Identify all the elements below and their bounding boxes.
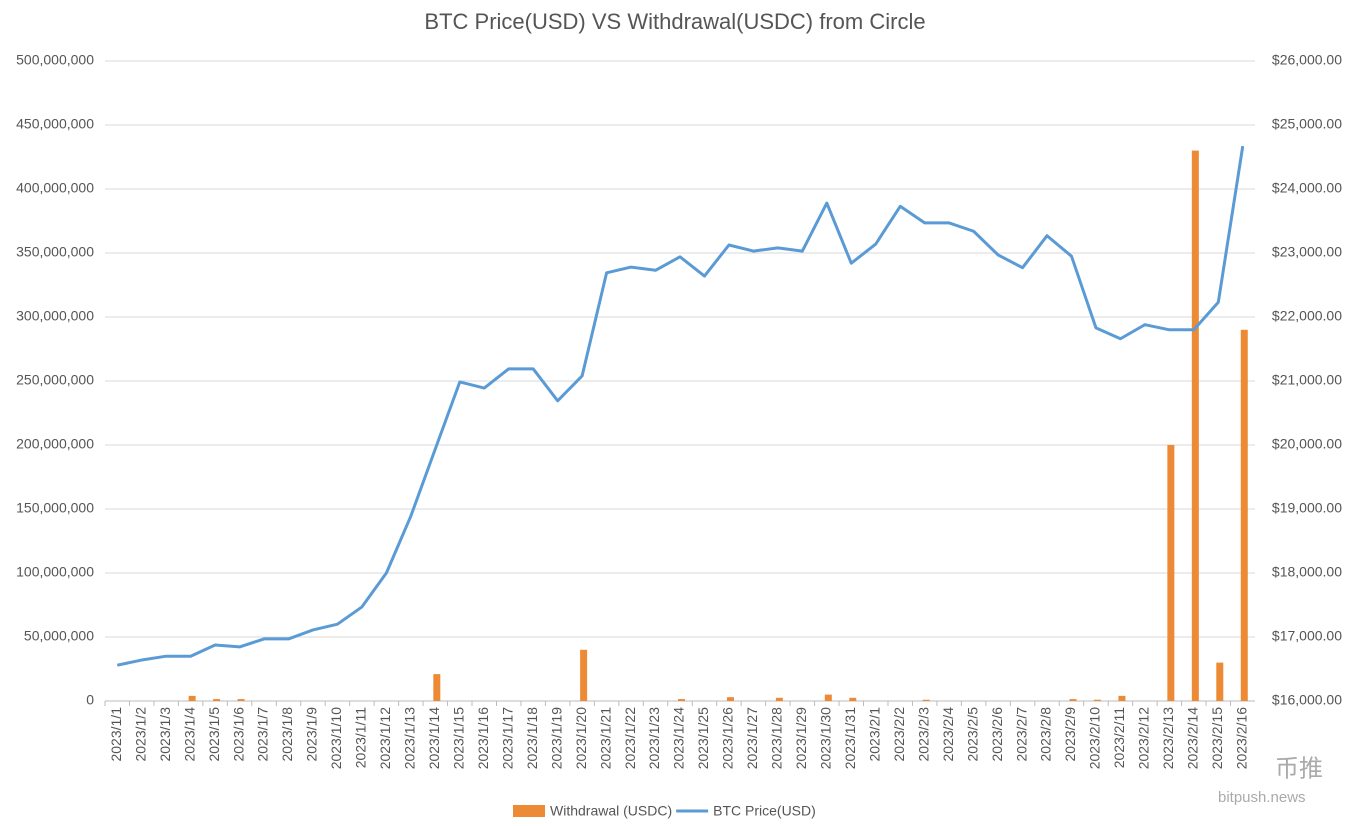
x-tick-label: 2023/2/1 bbox=[866, 707, 882, 762]
x-tick-label: 2023/2/15 bbox=[1209, 707, 1225, 769]
x-tick-label: 2023/1/15 bbox=[450, 707, 466, 769]
x-tick-label: 2023/1/25 bbox=[695, 707, 711, 769]
bar bbox=[824, 694, 832, 701]
x-tick-label: 2023/1/29 bbox=[793, 707, 809, 769]
bar bbox=[213, 699, 221, 701]
x-tick-label: 2023/1/22 bbox=[622, 707, 638, 769]
y-tick-label: 150,000,000 bbox=[16, 500, 94, 516]
y2-tick-label: $22,000.00 bbox=[1272, 308, 1342, 324]
bar bbox=[580, 649, 588, 701]
x-tick-label: 2023/1/11 bbox=[353, 707, 369, 768]
y-tick-label: 300,000,000 bbox=[16, 308, 94, 324]
x-tick-label: 2023/1/13 bbox=[402, 707, 418, 769]
bar bbox=[1093, 699, 1101, 701]
x-tick-label: 2023/1/23 bbox=[646, 707, 662, 769]
line bbox=[116, 145, 1245, 667]
x-tick-label: 2023/1/30 bbox=[818, 707, 834, 769]
x-tick-label: 2023/2/11 bbox=[1111, 707, 1127, 768]
y2-tick-label: $16,000.00 bbox=[1272, 692, 1342, 708]
bar bbox=[849, 697, 857, 701]
x-tick-label: 2023/1/16 bbox=[475, 707, 491, 769]
y2-tick-label: $25,000.00 bbox=[1272, 116, 1342, 132]
watermark-logo: 币推 bbox=[1275, 755, 1323, 782]
bar bbox=[922, 699, 930, 701]
bar bbox=[1118, 695, 1126, 701]
watermark-site: bitpush.news bbox=[1218, 789, 1306, 806]
x-tick-label: 2023/1/4 bbox=[181, 707, 197, 762]
bar bbox=[433, 674, 441, 701]
x-tick-label: 2023/1/1 bbox=[108, 707, 124, 762]
x-tick-label: 2023/2/12 bbox=[1136, 707, 1152, 769]
y2-tick-label: $17,000.00 bbox=[1272, 628, 1342, 644]
y-tick-label: 200,000,000 bbox=[16, 436, 94, 452]
x-tick-label: 2023/1/17 bbox=[499, 707, 515, 769]
x-tick-label: 2023/2/5 bbox=[964, 707, 980, 762]
x-tick-label: 2023/1/2 bbox=[132, 707, 148, 762]
x-tick-label: 2023/1/12 bbox=[377, 707, 393, 769]
y-tick-label: 50,000,000 bbox=[24, 628, 94, 644]
legend-label: Withdrawal (USDC) bbox=[550, 803, 672, 819]
x-tick-label: 2023/1/28 bbox=[769, 707, 785, 769]
x-tick-label: 2023/2/14 bbox=[1185, 707, 1201, 769]
y-tick-label: 0 bbox=[86, 692, 94, 708]
y-tick-label: 350,000,000 bbox=[16, 244, 94, 260]
y2-tick-label: $24,000.00 bbox=[1272, 180, 1342, 196]
x-tick-label: 2023/1/21 bbox=[597, 707, 613, 769]
y-tick-label: 250,000,000 bbox=[16, 372, 94, 388]
y2-tick-label: $20,000.00 bbox=[1272, 436, 1342, 452]
bar bbox=[1216, 662, 1224, 701]
x-tick-label: 2023/1/20 bbox=[573, 707, 589, 769]
bar bbox=[1191, 150, 1199, 702]
legend-swatch bbox=[513, 805, 545, 817]
x-tick-label: 2023/2/2 bbox=[891, 707, 907, 762]
x-tick-label: 2023/1/6 bbox=[230, 707, 246, 762]
bar bbox=[237, 699, 245, 701]
x-tick-label: 2023/2/6 bbox=[989, 707, 1005, 762]
x-tick-label: 2023/1/14 bbox=[426, 707, 442, 769]
bar bbox=[1069, 699, 1077, 701]
x-tick-label: 2023/1/27 bbox=[744, 707, 760, 769]
x-tick-label: 2023/1/9 bbox=[304, 707, 320, 762]
x-tick-label: 2023/2/13 bbox=[1160, 707, 1176, 769]
x-tick-label: 2023/2/10 bbox=[1087, 707, 1103, 769]
bar bbox=[188, 695, 196, 701]
y-tick-label: 400,000,000 bbox=[16, 180, 94, 196]
y2-tick-label: $18,000.00 bbox=[1272, 564, 1342, 580]
x-tick-label: 2023/1/19 bbox=[548, 707, 564, 769]
legend-label: BTC Price(USD) bbox=[713, 803, 816, 819]
x-tick-label: 2023/1/31 bbox=[842, 707, 858, 769]
x-tick-label: 2023/1/5 bbox=[206, 707, 222, 762]
bar bbox=[726, 697, 734, 701]
y2-tick-label: $26,000.00 bbox=[1272, 52, 1342, 68]
x-tick-label: 2023/1/24 bbox=[671, 707, 687, 769]
x-tick-label: 2023/1/10 bbox=[328, 707, 344, 769]
x-tick-label: 2023/1/26 bbox=[720, 707, 736, 769]
x-tick-label: 2023/1/7 bbox=[255, 707, 271, 762]
y2-tick-label: $19,000.00 bbox=[1272, 500, 1342, 516]
x-tick-label: 2023/2/9 bbox=[1062, 707, 1078, 762]
y-tick-label: 450,000,000 bbox=[16, 116, 94, 132]
bar bbox=[1167, 445, 1175, 701]
y2-tick-label: $23,000.00 bbox=[1272, 244, 1342, 260]
bar bbox=[1240, 329, 1248, 701]
bar bbox=[775, 697, 783, 701]
x-tick-label: 2023/1/3 bbox=[157, 707, 173, 762]
chart-title: BTC Price(USD) VS Withdrawal(USDC) from … bbox=[424, 9, 925, 34]
x-tick-label: 2023/2/4 bbox=[940, 707, 956, 762]
x-tick-label: 2023/2/8 bbox=[1038, 707, 1054, 762]
x-tick-label: 2023/2/16 bbox=[1233, 707, 1249, 769]
y-tick-label: 100,000,000 bbox=[16, 564, 94, 580]
y2-tick-label: $21,000.00 bbox=[1272, 372, 1342, 388]
bar bbox=[678, 699, 685, 701]
x-tick-label: 2023/1/18 bbox=[524, 707, 540, 769]
x-tick-label: 2023/2/3 bbox=[915, 707, 931, 762]
x-tick-label: 2023/1/8 bbox=[279, 707, 295, 762]
x-tick-label: 2023/2/7 bbox=[1013, 707, 1029, 762]
y-tick-label: 500,000,000 bbox=[16, 52, 94, 68]
